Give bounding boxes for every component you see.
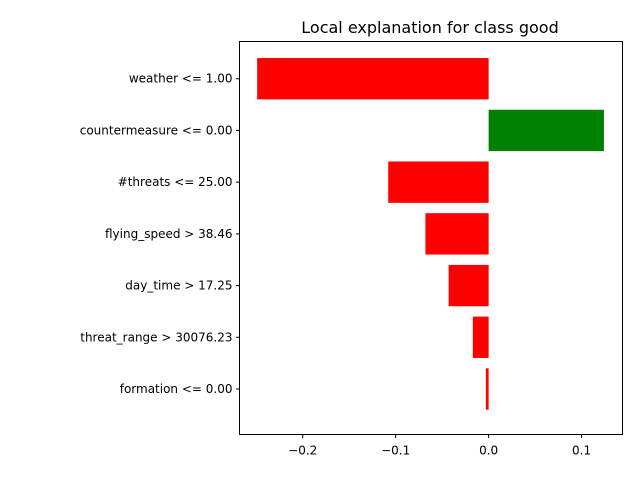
bar-0: [257, 58, 489, 100]
x-tick-label: 0.0: [479, 444, 498, 458]
y-tick-label: countermeasure <= 0.00: [80, 123, 233, 137]
x-tick-label: −0.2: [288, 444, 317, 458]
chart-title: Local explanation for class good: [301, 18, 558, 37]
y-tick-labels: weather <= 1.00 countermeasure <= 0.00 #th…: [80, 72, 240, 396]
bar-4: [448, 264, 489, 307]
bar-2: [388, 161, 489, 203]
bar-3: [425, 213, 489, 255]
x-axis-ticks: −0.2 −0.1 0.0 0.1: [288, 434, 591, 458]
x-tick-label: −0.1: [381, 444, 410, 458]
x-tick-label: 0.1: [572, 444, 591, 458]
y-tick-label: day_time > 17.25: [125, 279, 232, 293]
bar-6: [485, 368, 489, 410]
y-tick-label: formation <= 0.00: [120, 382, 233, 396]
bars-layer: [257, 58, 604, 410]
y-tick-label: weather <= 1.00: [129, 72, 233, 86]
bar-5: [472, 316, 489, 358]
plot-area-frame: [239, 41, 623, 435]
y-tick-label: flying_speed > 38.46: [105, 227, 233, 241]
y-tick-label: threat_range > 30076.23: [80, 330, 232, 344]
bar-1: [488, 109, 604, 152]
y-tick-label: #threats <= 25.00: [118, 175, 233, 189]
